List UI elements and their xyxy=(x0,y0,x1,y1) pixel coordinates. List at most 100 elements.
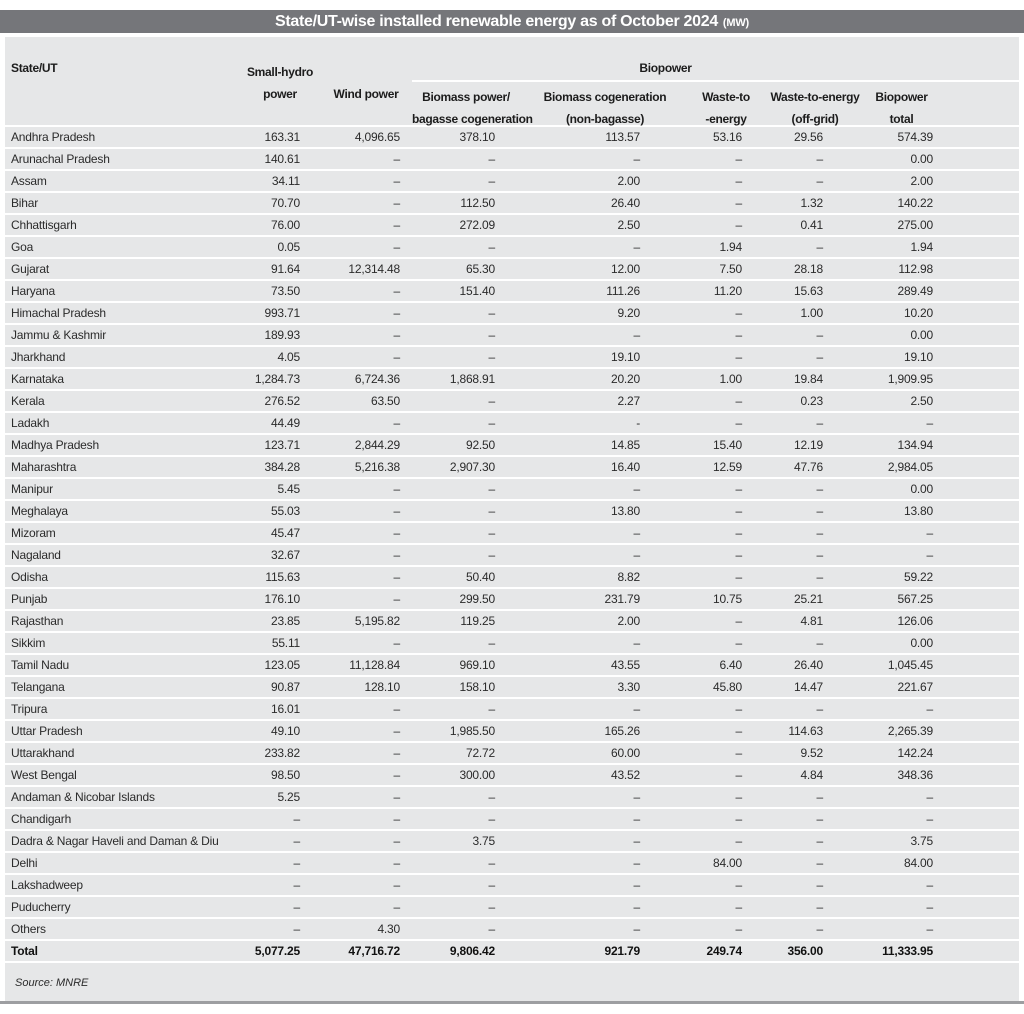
value-cell: 1,868.91 xyxy=(412,367,520,390)
value-cell: – xyxy=(412,785,520,808)
value-cell: 4.81 xyxy=(762,609,868,632)
value-cell: 70.70 xyxy=(240,191,320,214)
value-cell: – xyxy=(320,521,412,544)
table-row: Tamil Nadu 123.05 11,128.84 969.10 43.55 6.40… xyxy=(5,653,1019,676)
value-cell: – xyxy=(868,917,1019,940)
value-cell: – xyxy=(690,719,762,742)
state-cell: Andaman & Nicobar Islands xyxy=(5,785,240,808)
value-cell: 2.27 xyxy=(520,389,690,412)
table-row: Chandigarh – – – – – – – xyxy=(5,807,1019,830)
value-cell: 2.00 xyxy=(868,169,1019,192)
table-row: Gujarat 91.64 12,314.48 65.30 12.00 7.50 28.18… xyxy=(5,257,1019,280)
table-row: Mizoram 45.47– – – – – – xyxy=(5,521,1019,544)
value-cell: – xyxy=(762,345,868,368)
value-cell: 0.00 xyxy=(868,631,1019,654)
value-cell: – xyxy=(868,807,1019,830)
state-cell: Manipur xyxy=(5,477,240,500)
value-cell: – xyxy=(690,785,762,808)
table-row: Punjab 176.10–299.50 231.79 10.75 25.21 567.2… xyxy=(5,587,1019,610)
value-cell: 43.55 xyxy=(520,653,690,676)
value-cell: 5.25 xyxy=(240,785,320,808)
column-header-wte-offgrid: Waste-to-energy (off-grid) xyxy=(770,90,860,126)
value-cell: 11,333.95 xyxy=(868,939,1019,961)
value-cell: 29.56 xyxy=(762,125,868,148)
table-row: Meghalaya 55.03– –13.80– –13.80 xyxy=(5,499,1019,522)
table-row: Kerala 276.52 63.50–2.27–0.23 2.50 xyxy=(5,389,1019,412)
value-cell: – xyxy=(320,851,412,874)
value-cell: 91.64 xyxy=(240,257,320,280)
table-row: Jammu & Kashmir 189.93– – – – –0.00 xyxy=(5,323,1019,346)
value-cell: – xyxy=(412,631,520,654)
value-cell: 12,314.48 xyxy=(320,257,412,280)
value-cell: – xyxy=(412,851,520,874)
state-cell: Uttarakhand xyxy=(5,741,240,764)
state-cell: Jammu & Kashmir xyxy=(5,323,240,346)
state-cell: Chandigarh xyxy=(5,807,240,830)
value-cell: – xyxy=(690,499,762,522)
value-cell: – xyxy=(520,785,690,808)
state-cell: Jharkhand xyxy=(5,345,240,368)
value-cell: 272.09 xyxy=(412,213,520,236)
state-cell: Delhi xyxy=(5,851,240,874)
value-cell: – xyxy=(762,521,868,544)
value-cell: 969.10 xyxy=(412,653,520,676)
value-cell: 384.28 xyxy=(240,455,320,478)
value-cell: 5,195.82 xyxy=(320,609,412,632)
state-cell: Haryana xyxy=(5,279,240,302)
value-cell: 163.31 xyxy=(240,125,320,148)
value-cell: 49.10 xyxy=(240,719,320,742)
value-cell: 23.85 xyxy=(240,609,320,632)
value-cell: 12.59 xyxy=(690,455,762,478)
value-cell: – xyxy=(240,895,320,918)
value-cell: 126.06 xyxy=(868,609,1019,632)
value-cell: – xyxy=(762,631,868,654)
value-cell: – xyxy=(762,851,868,874)
state-cell: Meghalaya xyxy=(5,499,240,522)
value-cell: 11.20 xyxy=(690,279,762,302)
value-cell: – xyxy=(320,873,412,896)
table-row: Others –4.30– – – – – xyxy=(5,917,1019,940)
value-cell: 0.23 xyxy=(762,389,868,412)
value-cell: – xyxy=(320,543,412,566)
value-cell: 2.00 xyxy=(520,609,690,632)
value-cell: 15.40 xyxy=(690,433,762,456)
value-cell: – xyxy=(520,697,690,720)
table-body: Andhra Pradesh 163.31 4,096.65 378.10 113.57… xyxy=(5,125,1019,961)
value-cell: – xyxy=(762,499,868,522)
column-header-bagasse: Biomass power/ bagasse cogeneration xyxy=(412,90,533,126)
state-cell: Maharashtra xyxy=(5,455,240,478)
value-cell: – xyxy=(320,477,412,500)
value-cell: 112.50 xyxy=(412,191,520,214)
value-cell: – xyxy=(320,169,412,192)
value-cell: 1.00 xyxy=(762,301,868,324)
table-row: Chhattisgarh 76.00–272.09 2.50–0.41 275.00 xyxy=(5,213,1019,236)
value-cell: 47,716.72 xyxy=(320,939,412,961)
value-cell: – xyxy=(320,301,412,324)
total-row: Total 5,077.25 47,716.72 9,806.42 921.79 249.… xyxy=(5,939,1019,961)
value-cell: – xyxy=(320,279,412,302)
value-cell: 63.50 xyxy=(320,389,412,412)
value-cell: 16.40 xyxy=(520,455,690,478)
value-cell: – xyxy=(320,741,412,764)
value-cell: 1,985.50 xyxy=(412,719,520,742)
value-cell: 276.52 xyxy=(240,389,320,412)
value-cell: 1,909.95 xyxy=(868,367,1019,390)
value-cell: – xyxy=(412,477,520,500)
value-cell: – xyxy=(690,829,762,852)
table-row: Goa 0.05– – –1.94–1.94 xyxy=(5,235,1019,258)
value-cell: – xyxy=(320,697,412,720)
value-cell: 113.57 xyxy=(520,125,690,148)
value-cell: – xyxy=(320,323,412,346)
value-cell: – xyxy=(690,301,762,324)
value-cell: 0.00 xyxy=(868,477,1019,500)
value-cell: – xyxy=(412,301,520,324)
value-cell: 378.10 xyxy=(412,125,520,148)
value-cell: – xyxy=(690,169,762,192)
value-cell: – xyxy=(762,543,868,566)
value-cell: 2.50 xyxy=(520,213,690,236)
value-cell: 55.03 xyxy=(240,499,320,522)
value-cell: – xyxy=(762,785,868,808)
state-cell: Uttar Pradesh xyxy=(5,719,240,742)
value-cell: 14.47 xyxy=(762,675,868,698)
value-cell: – xyxy=(690,917,762,940)
